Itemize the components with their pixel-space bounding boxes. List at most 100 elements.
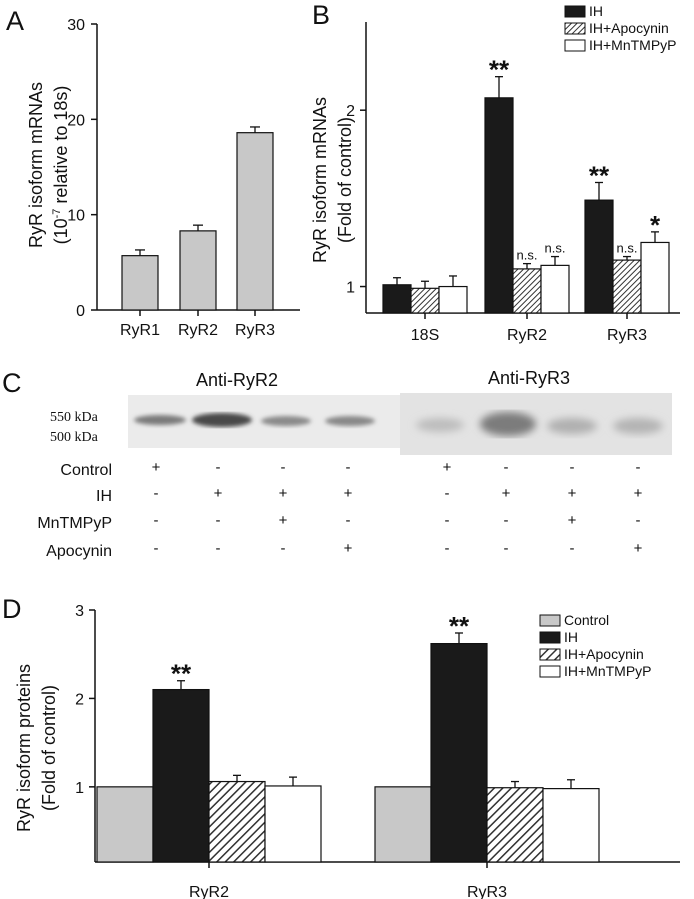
panel-d-bar-ryr2-ih — [152, 688, 210, 863]
band-ryr3-lane4 — [613, 418, 663, 434]
condition-sign: + — [344, 540, 353, 557]
panel-d-legend-label: IH — [564, 629, 578, 645]
panel-a-ylabel-line1: RyR isoform mRNAs — [26, 82, 46, 248]
panel-b-bar-ryr3-ih-mntmpyp — [640, 241, 670, 314]
panel-d-legend-swatch-ih-apocynin — [539, 648, 561, 661]
panel-d-legend-swatch-ih — [539, 631, 561, 644]
panel-d-bar-ryr3-ih-apocynin — [486, 787, 544, 863]
panel-a-ytick-label: 20 — [67, 112, 85, 129]
panel-b-bar-ryr3-ih — [584, 199, 614, 314]
condition-sign: - — [216, 512, 221, 529]
panel-b-bar-18s-ih-mntmpyp — [438, 285, 468, 314]
panel-b-legend-swatch-ih-mntmpyp — [564, 39, 586, 52]
condition-sign: - — [154, 485, 159, 502]
panel-letter-a: A — [6, 6, 24, 36]
panel-b-category-label: RyR2 — [507, 327, 547, 344]
condition-label-mntmpyp: MnTMPyP — [37, 515, 112, 532]
panel-b-category-label: RyR3 — [607, 327, 647, 344]
panel-d-ytick-label: 2 — [75, 691, 84, 708]
panel-d-bar-ryr3-ih — [430, 642, 488, 863]
condition-sign: - — [281, 459, 286, 476]
condition-sign: - — [346, 512, 351, 529]
condition-sign: - — [570, 459, 575, 476]
band-ryr3-lane2 — [480, 412, 536, 436]
condition-sign: + — [443, 459, 452, 476]
panel-b-bar-18s-ih — [382, 284, 412, 314]
panel-d-category-label: RyR3 — [467, 884, 507, 899]
panel-d-legend-label: Control — [564, 612, 609, 628]
band-ryr3-lane3 — [547, 418, 597, 434]
panel-d-bar-ryr2-ih-mntmpyp — [264, 785, 322, 863]
panel-b-ytick-label: 1 — [346, 280, 355, 297]
condition-sign: - — [445, 512, 450, 529]
panel-a-ytick-label: 10 — [67, 208, 85, 225]
panel-b-significance-label: ** — [489, 55, 510, 85]
panel-b-legend-label: IH+Apocynin — [589, 20, 669, 36]
condition-sign: + — [344, 485, 353, 502]
panel-a-ytick-label: 30 — [67, 17, 85, 34]
panel-b-legend-swatch-ih-apocynin — [564, 22, 586, 35]
panel-b-legend-label: IH+MnTMPyP — [589, 37, 677, 53]
panel-b-chart: RyR isoform mRNAs (Fold of control) 1 2 18… — [310, 3, 680, 344]
panel-d-bar-ryr2-ih-apocynin — [208, 780, 266, 863]
panel-d-bar-ryr3-ih-mntmpyp — [542, 788, 600, 863]
panel-b-bar-ryr2-ih-apocynin — [512, 268, 542, 314]
panel-b-bar-ryr2-ih — [484, 97, 514, 314]
panel-b-category-label: 18S — [411, 327, 439, 344]
panel-d-legend-label: IH+MnTMPyP — [564, 663, 652, 679]
panel-letter-d: D — [2, 594, 22, 624]
blot-bands-ryr3 — [416, 412, 663, 436]
panel-b-ytick-label: 2 — [346, 103, 355, 120]
condition-label-ih: IH — [96, 488, 112, 505]
panel-a-category-label: RyR3 — [235, 322, 275, 339]
panel-b-significance-label: n.s. — [517, 248, 538, 263]
panel-d-chart: RyR isoform proteins (Fold of control) 1… — [14, 603, 680, 899]
condition-sign: + — [502, 485, 511, 502]
condition-label-apocynin: Apocynin — [46, 543, 112, 560]
condition-sign: - — [216, 459, 221, 476]
panel-d-bar-ryr2-control — [96, 786, 154, 863]
condition-sign: + — [568, 485, 577, 502]
band-ryr2-lane2 — [192, 413, 252, 427]
condition-sign: + — [214, 485, 223, 502]
panel-d-bar-ryr3-control — [374, 786, 432, 863]
panel-b-legend-swatch-ih — [564, 5, 586, 18]
condition-sign: - — [504, 512, 509, 529]
condition-sign: - — [636, 459, 641, 476]
panel-d-ytick-label: 3 — [75, 603, 84, 620]
panel-b-ylabel-line1: RyR isoform mRNAs — [310, 97, 330, 263]
panel-a-ylabel-line2: (10-7 relative to 18s) — [51, 86, 71, 245]
panel-a-chart: RyR isoform mRNAs (10-7 relative to 18s)… — [26, 17, 300, 339]
panel-d-legend-swatch-control — [539, 614, 561, 627]
panel-b-legend-label: IH — [589, 3, 603, 19]
condition-sign: + — [279, 485, 288, 502]
panel-b-bar-18s-ih-apocynin — [410, 287, 440, 314]
panel-a-category-label: RyR2 — [178, 322, 218, 339]
panel-a-ytick-label: 0 — [76, 303, 85, 320]
blot-title-anti-ryr3: Anti-RyR3 — [488, 368, 570, 388]
panel-b-significance-label: * — [650, 210, 661, 240]
panel-b-bar-ryr2-ih-mntmpyp — [540, 264, 570, 314]
panel-b-significance-label: n.s. — [617, 241, 638, 256]
panel-b-bar-ryr3-ih-apocynin — [612, 259, 642, 314]
panel-d-significance-label: ** — [449, 611, 470, 641]
condition-sign: - — [346, 459, 351, 476]
condition-sign: - — [504, 540, 509, 557]
condition-sign: - — [504, 459, 509, 476]
condition-sign: + — [634, 540, 643, 557]
condition-sign: + — [279, 512, 288, 529]
condition-label-control: Control — [60, 462, 112, 479]
panel-a-bar-ryr2 — [179, 230, 217, 311]
band-ryr2-lane1 — [134, 415, 186, 425]
panel-d-category-label: RyR2 — [189, 884, 229, 899]
condition-sign: - — [154, 540, 159, 557]
panel-b-significance-label: ** — [589, 160, 610, 190]
panel-letter-c: C — [2, 368, 22, 398]
condition-sign: - — [281, 540, 286, 557]
mw-label-550: 550 kDa — [50, 410, 99, 425]
mw-label-500: 500 kDa — [50, 430, 99, 445]
blot-title-anti-ryr2: Anti-RyR2 — [196, 370, 278, 390]
band-ryr3-lane1 — [416, 418, 464, 432]
western-blot-panel: Anti-RyR2 Anti-RyR3 550 kDa 500 kDa Cont… — [37, 368, 672, 560]
